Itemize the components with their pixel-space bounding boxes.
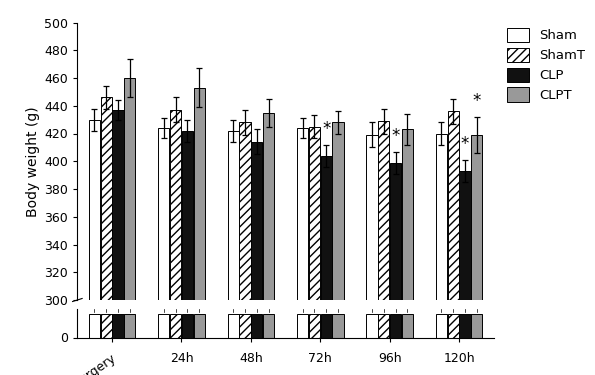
Bar	[321, 156, 332, 300]
Text: *: *	[322, 120, 330, 138]
Text: 120h: 120h	[443, 352, 475, 364]
Bar	[402, 314, 413, 338]
Text: 72h: 72h	[308, 352, 332, 364]
Legend: Sham, ShamT, CLP, CLPT: Sham, ShamT, CLP, CLPT	[502, 22, 590, 107]
Bar	[333, 122, 343, 300]
Bar	[170, 110, 181, 300]
Bar	[378, 121, 389, 300]
Bar	[112, 110, 124, 300]
Text: *: *	[392, 127, 400, 145]
Bar	[263, 314, 274, 338]
Bar	[170, 314, 181, 338]
Text: 48h: 48h	[239, 352, 263, 364]
Bar	[263, 112, 274, 300]
Bar	[228, 131, 239, 300]
Bar	[459, 171, 471, 300]
Bar	[436, 314, 447, 338]
Bar	[182, 131, 193, 300]
Bar	[378, 314, 389, 338]
Text: 24h: 24h	[170, 352, 193, 364]
Text: Pre-surgery: Pre-surgery	[53, 352, 119, 375]
Bar	[390, 314, 401, 338]
Bar	[182, 314, 193, 338]
Bar	[101, 98, 112, 300]
Bar	[447, 111, 459, 300]
Text: *: *	[461, 135, 469, 153]
Bar	[390, 163, 401, 300]
Y-axis label: Body weight (g): Body weight (g)	[26, 106, 40, 217]
Bar	[158, 128, 170, 300]
Bar	[471, 314, 483, 338]
Bar	[402, 129, 413, 300]
Bar	[447, 314, 459, 338]
Bar	[459, 314, 471, 338]
Bar	[367, 314, 378, 338]
Bar	[112, 314, 124, 338]
Bar	[367, 135, 378, 300]
Bar	[89, 120, 100, 300]
Bar	[89, 314, 100, 338]
Bar	[251, 314, 262, 338]
Bar	[251, 142, 262, 300]
Bar	[193, 88, 205, 300]
Bar	[228, 314, 239, 338]
Bar	[436, 134, 447, 300]
Bar	[124, 78, 135, 300]
Text: *: *	[472, 92, 481, 110]
Bar	[239, 314, 250, 338]
Bar	[297, 314, 308, 338]
Bar	[193, 314, 205, 338]
Bar	[333, 314, 343, 338]
Bar	[309, 127, 320, 300]
Bar	[101, 314, 112, 338]
Bar	[321, 314, 332, 338]
Bar	[309, 314, 320, 338]
Text: 96h: 96h	[378, 352, 402, 364]
Bar	[158, 314, 170, 338]
Bar	[124, 314, 135, 338]
Bar	[297, 128, 308, 300]
Bar	[239, 122, 250, 300]
Bar	[471, 135, 483, 300]
